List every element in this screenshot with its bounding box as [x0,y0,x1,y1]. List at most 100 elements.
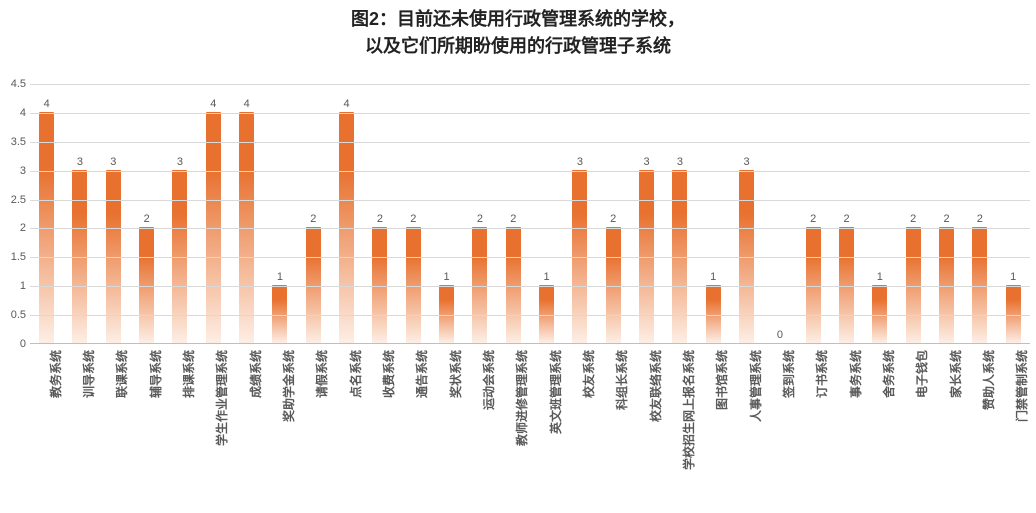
bar [372,227,387,343]
x-axis-category-label: 图书馆系统 [713,350,730,410]
bar-slot: 2 [397,84,430,343]
x-axis-category-label: 校友联络系统 [647,350,664,422]
x-axis-category-label: 教师进修管理系统 [513,350,530,446]
gridline [30,113,1030,114]
bar-slot: 2 [463,84,496,343]
x-axis-category-label: 排课系统 [180,350,197,398]
x-axis-category-label: 科组长系统 [613,350,630,410]
bar-slot: 2 [830,84,863,343]
chart-title-line2: 以及它们所期盼使用的行政管理子系统 [0,33,1036,60]
bar-value-label: 2 [144,214,150,225]
bar-slot: 3 [163,84,196,343]
gridline [30,228,1030,229]
bar [1006,285,1021,343]
bar [139,227,154,343]
x-axis-category-label: 点名系统 [347,350,364,398]
y-tick-label: 4 [2,107,26,119]
x-axis-category-label: 通告系统 [413,350,430,398]
bar-slot: 3 [663,84,696,343]
y-tick-label: 0 [2,338,26,350]
gridline [30,84,1030,85]
x-axis-category-label: 电子钱包 [913,350,930,398]
bar [72,170,87,343]
bar-slot: 4 [197,84,230,343]
bar [206,112,221,343]
chart-title: 图2：目前还未使用行政管理系统的学校， 以及它们所期盼使用的行政管理子系统 [0,0,1036,60]
bar-value-label: 2 [410,214,416,225]
bar-value-label: 2 [843,214,849,225]
bar-value-label: 1 [444,272,450,283]
y-tick-label: 2.5 [2,194,26,206]
bar-slot: 3 [730,84,763,343]
bar-value-label: 4 [44,99,50,110]
x-axis-category-label: 舍务系统 [880,350,897,398]
bar [839,227,854,343]
x-axis-category-label: 学生作业管理系统 [213,350,230,446]
x-axis-category-label: 成绩系统 [247,350,264,398]
bar [39,112,54,343]
chart-title-line1: 图2：目前还未使用行政管理系统的学校， [0,6,1036,33]
bar-slot: 4 [230,84,263,343]
bar-value-label: 2 [810,214,816,225]
x-axis-category-label: 学校招生网上报名系统 [680,350,697,470]
bar-slot: 2 [897,84,930,343]
bar [739,170,754,343]
x-axis-category-label: 人事管理系统 [747,350,764,422]
bar-slot: 4 [330,84,363,343]
bar-value-label: 1 [544,272,550,283]
bar-slot: 1 [530,84,563,343]
bar-value-label: 3 [110,157,116,168]
gridline [30,257,1030,258]
x-axis-category-label: 辅导系统 [147,350,164,398]
bar [506,227,521,343]
bar [639,170,654,343]
y-tick-label: 1.5 [2,251,26,263]
x-axis-category-label: 校友系统 [580,350,597,398]
bar-value-label: 2 [310,214,316,225]
bar [106,170,121,343]
bar [706,285,721,343]
gridline [30,200,1030,201]
y-tick-label: 1 [2,280,26,292]
gridline [30,171,1030,172]
plot-area: 433234412422122132331302212221 00.511.52… [30,84,1030,344]
bar-value-label: 2 [510,214,516,225]
bar [472,227,487,343]
bar-value-label: 3 [177,157,183,168]
bar-value-label: 3 [677,157,683,168]
bar [806,227,821,343]
bar-slot: 1 [863,84,896,343]
bar-value-label: 1 [877,272,883,283]
bar-value-label: 2 [977,214,983,225]
x-axis-category-label: 请假系统 [313,350,330,398]
y-tick-label: 4.5 [2,78,26,90]
bar-slot: 2 [797,84,830,343]
bars-group: 433234412422122132331302212221 [30,84,1030,343]
bar-value-label: 3 [644,157,650,168]
bar-value-label: 2 [943,214,949,225]
x-axis-category-label: 订书系统 [813,350,830,398]
bar-value-label: 3 [77,157,83,168]
bar-slot: 3 [630,84,663,343]
bar-slot: 3 [63,84,96,343]
bar [972,227,987,343]
x-axis-category-label: 事务系统 [847,350,864,398]
x-axis-category-label: 收费系统 [380,350,397,398]
bar [906,227,921,343]
x-axis-category-label: 训导系统 [80,350,97,398]
x-axis-category-label: 教务系统 [47,350,64,398]
bar-value-label: 4 [210,99,216,110]
bar [272,285,287,343]
bar-value-label: 0 [777,330,783,341]
bar-value-label: 1 [1010,272,1016,283]
bar-slot: 2 [363,84,396,343]
x-axis-category-label: 家长系统 [947,350,964,398]
bar [606,227,621,343]
bar-slot: 1 [430,84,463,343]
bar [172,170,187,343]
bar-value-label: 2 [610,214,616,225]
bar-slot: 0 [763,84,796,343]
bar-value-label: 2 [477,214,483,225]
bar-value-label: 4 [244,99,250,110]
x-axis-category-label: 签到系统 [780,350,797,398]
